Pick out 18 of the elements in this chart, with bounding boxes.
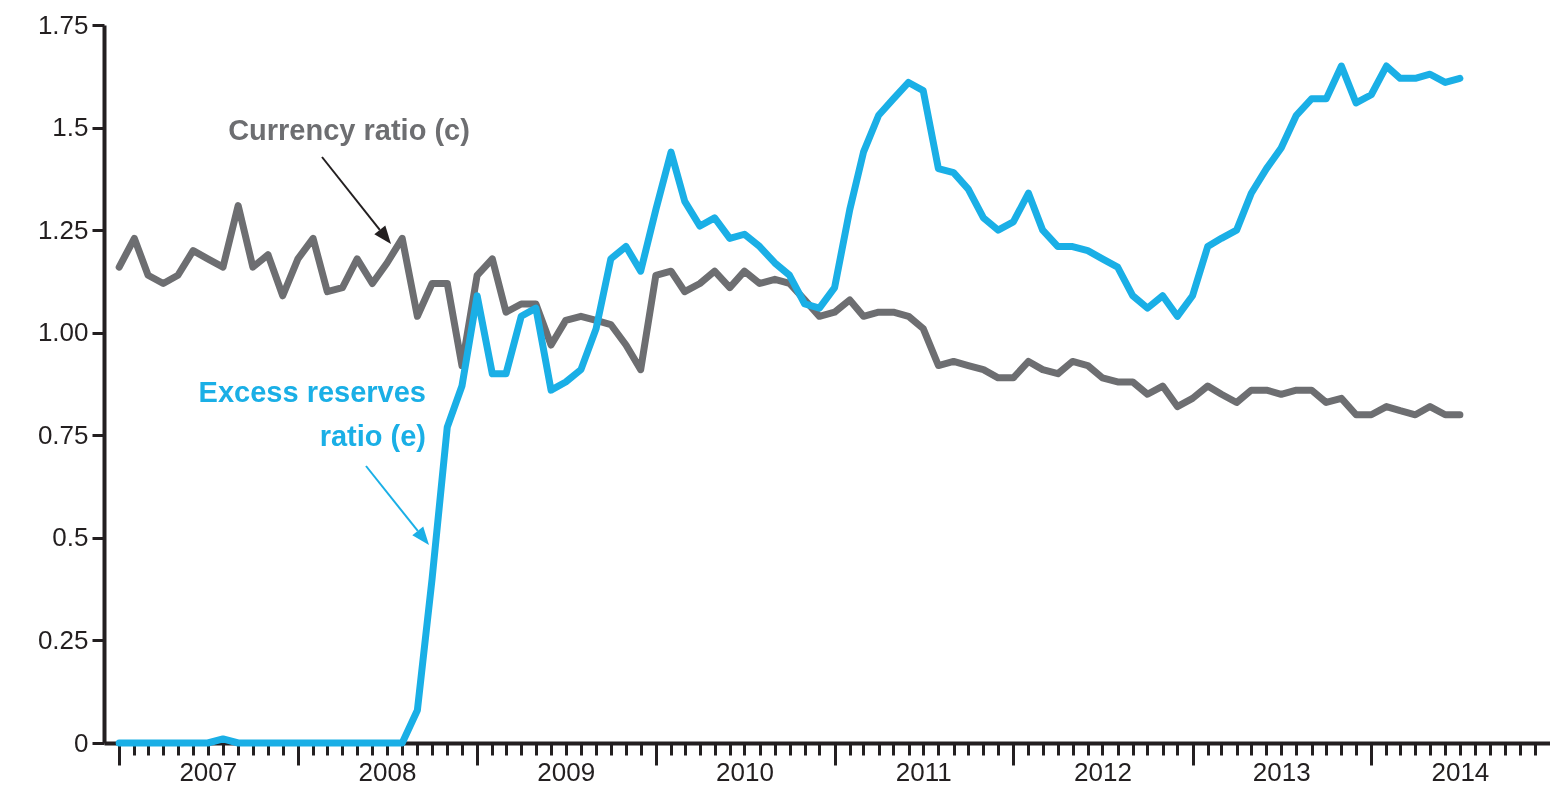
x-tick-label: 2008: [358, 756, 417, 787]
x-tick-label: 2010: [716, 756, 774, 787]
y-tick-label: 1.75: [37, 9, 89, 40]
x-tick-label: 2012: [1074, 756, 1132, 787]
y-tick-label: 1.5: [52, 112, 89, 143]
y-tick-label: 1.25: [37, 214, 89, 245]
x-tick-label: 2014: [1431, 756, 1490, 787]
y-tick-label: 1.00: [37, 317, 89, 348]
text: Currency ratio (c): [228, 114, 470, 146]
x-tick-label: 2013: [1252, 756, 1311, 787]
y-tick-label: 0.5: [52, 522, 89, 553]
y-tick-label: 0.25: [37, 624, 89, 655]
y-tick-label: 0.75: [37, 419, 89, 450]
x-tick-label: 2009: [537, 756, 596, 787]
y-tick-label: 0: [74, 727, 89, 758]
series-label: Excess reserves ratio (e): [198, 376, 426, 452]
x-tick-label: 2011: [895, 756, 952, 787]
x-tick-label: 2007: [179, 756, 238, 787]
